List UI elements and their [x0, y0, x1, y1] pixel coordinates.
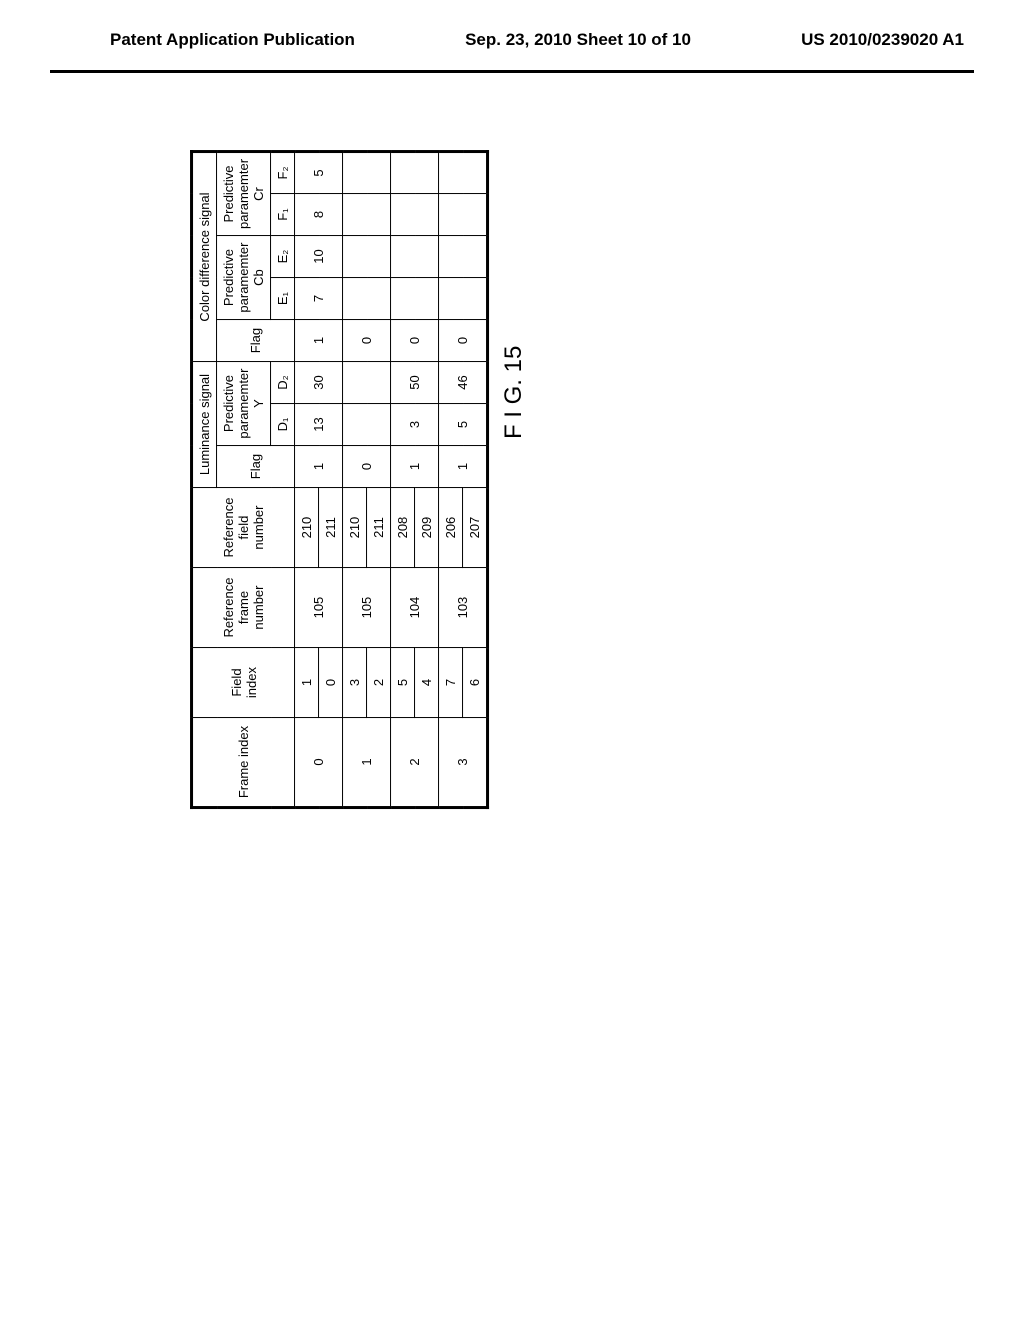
- cell-field: 2: [367, 648, 391, 718]
- table-row: 1 3 105 210 0 0: [343, 151, 367, 807]
- cell-f2: [439, 151, 488, 193]
- cell-e1: [439, 278, 488, 320]
- col-field-index: Field index: [192, 648, 295, 718]
- cell-ref-field: 206: [439, 488, 463, 568]
- header-center: Sep. 23, 2010 Sheet 10 of 10: [465, 30, 691, 50]
- cell-flag2: 0: [391, 320, 439, 362]
- cell-flag2: 1: [295, 320, 343, 362]
- table-row: 2 5 104 208 1 3 50 0: [391, 151, 415, 807]
- cell-frame: 1: [343, 718, 391, 808]
- col-e2: E₂: [271, 236, 295, 278]
- cell-ref-frame: 104: [391, 568, 439, 648]
- cell-d1: 5: [439, 404, 488, 446]
- cell-field: 0: [319, 648, 343, 718]
- cell-flag1: 1: [439, 446, 488, 488]
- col-param-cr: Predictive paramemter Cr: [217, 151, 271, 235]
- cell-frame: 2: [391, 718, 439, 808]
- cell-e1: [343, 278, 391, 320]
- cell-d2: 30: [295, 362, 343, 404]
- cell-f2: 5: [295, 151, 343, 193]
- cell-ref-field: 208: [391, 488, 415, 568]
- cell-ref-field: 207: [463, 488, 488, 568]
- col-f1: F₁: [271, 194, 295, 236]
- cell-f1: [391, 194, 439, 236]
- cell-f2: [343, 151, 391, 193]
- cell-ref-frame: 105: [343, 568, 391, 648]
- cell-field: 1: [295, 648, 319, 718]
- col-d2: D₂: [271, 362, 295, 404]
- cell-d2: 46: [439, 362, 488, 404]
- cell-frame: 0: [295, 718, 343, 808]
- col-d1: D₁: [271, 404, 295, 446]
- cell-flag1: 0: [343, 446, 391, 488]
- cell-ref-field: 209: [415, 488, 439, 568]
- col-param-cb: Predictive paramemter Cb: [217, 236, 271, 320]
- cell-frame: 3: [439, 718, 488, 808]
- table-header-row-1: Frame index Field index Reference frame …: [192, 151, 217, 807]
- col-flag1: Flag: [217, 446, 295, 488]
- col-group-colordiff: Color difference signal: [192, 151, 217, 361]
- cell-flag1: 1: [295, 446, 343, 488]
- cell-field: 4: [415, 648, 439, 718]
- header-right: US 2010/0239020 A1: [801, 30, 964, 50]
- cell-field: 6: [463, 648, 488, 718]
- cell-d2: [343, 362, 391, 404]
- col-frame-index: Frame index: [192, 718, 295, 808]
- cell-f1: 8: [295, 194, 343, 236]
- cell-ref-frame: 103: [439, 568, 488, 648]
- cell-flag2: 0: [439, 320, 488, 362]
- table-row: 3 7 103 206 1 5 46 0: [439, 151, 463, 807]
- col-ref-frame: Reference frame number: [192, 568, 295, 648]
- cell-flag2: 0: [343, 320, 391, 362]
- cell-d1: 13: [295, 404, 343, 446]
- cell-f2: [391, 151, 439, 193]
- figure-wrapper: Frame index Field index Reference frame …: [190, 150, 489, 809]
- col-flag2: Flag: [217, 320, 295, 362]
- header-divider: [50, 70, 974, 73]
- cell-field: 5: [391, 648, 415, 718]
- cell-e1: 7: [295, 278, 343, 320]
- cell-ref-field: 211: [319, 488, 343, 568]
- cell-d1: 3: [391, 404, 439, 446]
- cell-field: 3: [343, 648, 367, 718]
- header-left: Patent Application Publication: [110, 30, 355, 50]
- figure-label: F I G. 15: [500, 346, 528, 439]
- table-row: 0 1 105 210 1 13 30 1 7 10 8 5: [295, 151, 319, 807]
- cell-f1: [439, 194, 488, 236]
- cell-ref-field: 210: [343, 488, 367, 568]
- parameter-table: Frame index Field index Reference frame …: [190, 150, 489, 809]
- cell-e2: [343, 236, 391, 278]
- col-f2: F₂: [271, 151, 295, 193]
- cell-flag1: 1: [391, 446, 439, 488]
- cell-field: 7: [439, 648, 463, 718]
- cell-e2: 10: [295, 236, 343, 278]
- col-ref-field: Reference field number: [192, 488, 295, 568]
- cell-e1: [391, 278, 439, 320]
- cell-ref-field: 210: [295, 488, 319, 568]
- col-param-y: Predictive paramemter Y: [217, 362, 271, 446]
- cell-f1: [343, 194, 391, 236]
- cell-e2: [391, 236, 439, 278]
- cell-e2: [439, 236, 488, 278]
- cell-ref-field: 211: [367, 488, 391, 568]
- col-e1: E₁: [271, 278, 295, 320]
- cell-d2: 50: [391, 362, 439, 404]
- cell-ref-frame: 105: [295, 568, 343, 648]
- col-group-luminance: Luminance signal: [192, 362, 217, 488]
- cell-d1: [343, 404, 391, 446]
